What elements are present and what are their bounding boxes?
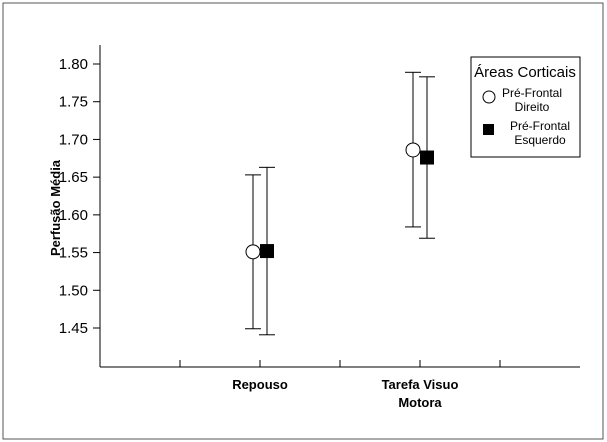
y-tick-label: 1.80 — [59, 56, 88, 73]
y-tick-label: 1.55 — [59, 245, 88, 262]
data-point-circle — [245, 244, 261, 260]
category-label: Repouso — [232, 377, 288, 392]
category-labels: Repouso Tarefa Visuo Motora — [232, 377, 458, 410]
legend: Áreas Corticais Pré-Frontal Direito Pré-… — [470, 56, 581, 158]
legend-marker-square — [483, 124, 494, 135]
legend-label-series-2-line2: Esquerdo — [514, 133, 566, 147]
data-point-circle — [405, 142, 421, 158]
data-point-square — [420, 150, 434, 165]
y-axis-title: Perfusão Média — [48, 159, 63, 256]
category-label: Tarefa Visuo — [382, 377, 459, 392]
legend-label-series-2-line1: Pré-Frontal — [510, 119, 570, 133]
y-tick-label: 1.70 — [59, 131, 88, 148]
y-tick-label: 1.75 — [59, 94, 88, 111]
y-tick-label: 1.50 — [59, 282, 88, 299]
legend-label-series-1-line1: Pré-Frontal — [502, 86, 562, 100]
category-label-line2: Motora — [398, 395, 442, 410]
y-tick-label: 1.60 — [59, 207, 88, 224]
x-ticks — [179, 360, 501, 367]
y-ticks: 1.45 1.50 1.55 1.60 1.65 1.70 1.75 1.80 — [59, 56, 100, 337]
legend-title: Áreas Corticais — [474, 64, 576, 81]
legend-label-series-1-line2: Direito — [515, 100, 550, 114]
data-marks — [245, 71, 435, 336]
y-tick-label: 1.65 — [59, 169, 88, 186]
legend-box — [470, 56, 581, 158]
y-tick-label: 1.45 — [59, 320, 88, 337]
data-point-square — [260, 244, 274, 259]
legend-marker-circle — [482, 90, 496, 104]
